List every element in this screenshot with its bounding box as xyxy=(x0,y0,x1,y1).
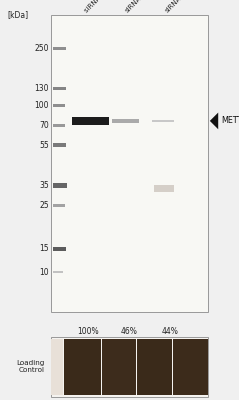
Text: METTL16: METTL16 xyxy=(221,116,239,126)
Polygon shape xyxy=(210,112,218,129)
Bar xyxy=(137,339,172,395)
Text: 250: 250 xyxy=(34,44,49,53)
Text: 70: 70 xyxy=(39,121,49,130)
Bar xyxy=(51,337,208,397)
Text: 100%: 100% xyxy=(78,327,99,336)
Bar xyxy=(154,185,174,192)
Text: Loading
Control: Loading Control xyxy=(16,360,44,374)
Text: 15: 15 xyxy=(39,244,49,253)
Bar xyxy=(64,339,101,395)
Text: 25: 25 xyxy=(39,201,49,210)
Text: siRNA#1: siRNA#1 xyxy=(124,0,150,13)
Bar xyxy=(173,339,208,395)
Text: siRNA#2: siRNA#2 xyxy=(164,0,190,13)
Bar xyxy=(53,183,67,188)
Bar xyxy=(53,104,65,107)
Bar xyxy=(72,117,109,124)
Bar xyxy=(51,15,208,312)
Bar xyxy=(53,46,66,50)
Bar xyxy=(152,120,174,122)
Bar xyxy=(112,119,139,122)
Bar xyxy=(53,144,66,147)
Bar xyxy=(51,339,63,395)
Text: 44%: 44% xyxy=(161,327,178,336)
Text: 46%: 46% xyxy=(121,327,137,336)
Bar xyxy=(53,124,65,127)
Bar xyxy=(53,271,63,273)
Text: 10: 10 xyxy=(39,268,49,277)
Bar xyxy=(53,247,66,251)
Text: [kDa]: [kDa] xyxy=(7,10,28,19)
Bar xyxy=(102,339,136,395)
Bar xyxy=(53,204,65,207)
Text: 100: 100 xyxy=(34,101,49,110)
Text: 55: 55 xyxy=(39,141,49,150)
Bar xyxy=(53,87,66,90)
Text: siRNA ctrl: siRNA ctrl xyxy=(83,0,111,13)
Text: 35: 35 xyxy=(39,181,49,190)
Text: 130: 130 xyxy=(34,84,49,93)
